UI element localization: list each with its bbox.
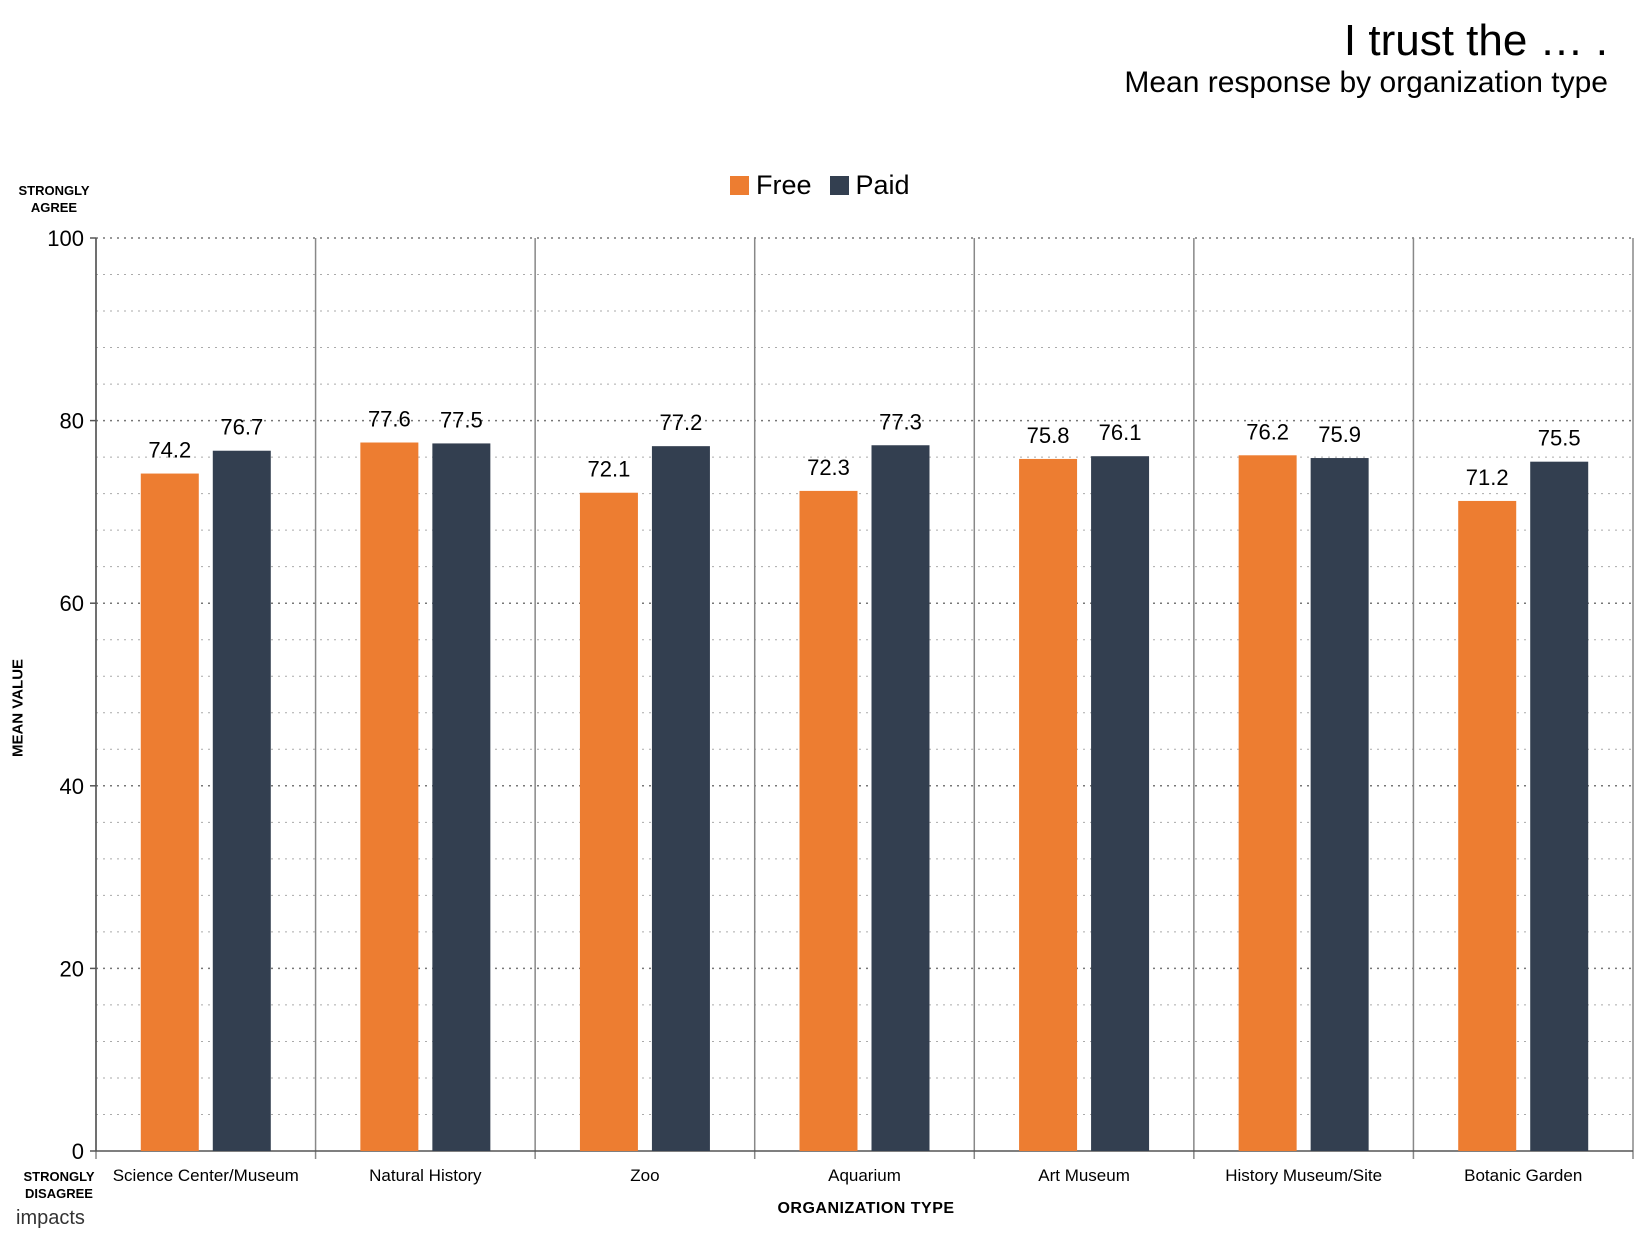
data-label: 71.2 <box>1466 465 1509 490</box>
y-tick-label: 100 <box>47 226 84 251</box>
data-label: 75.8 <box>1027 423 1070 448</box>
x-tick-label: Aquarium <box>828 1166 901 1185</box>
legend-item-free: Free <box>730 170 812 201</box>
y-tick-label: 40 <box>60 774 84 799</box>
y-tick-label: 80 <box>60 409 84 434</box>
x-axis-title: ORGANIZATION TYPE <box>777 1200 955 1217</box>
bar-paid <box>1310 458 1369 1152</box>
data-label: 75.9 <box>1318 422 1361 447</box>
data-label: 76.7 <box>220 415 263 440</box>
legend-label-free: Free <box>756 170 812 200</box>
data-label: 77.6 <box>368 407 411 432</box>
x-tick-label: History Museum/Site <box>1225 1166 1382 1185</box>
data-label: 72.3 <box>807 455 850 480</box>
y-top-anchor-label: STRONGLY AGREE <box>18 183 90 215</box>
bar-free <box>579 492 638 1151</box>
x-tick-label: Natural History <box>369 1166 482 1185</box>
y-tick-label: 0 <box>72 1139 84 1164</box>
x-tick-label: Art Museum <box>1038 1166 1130 1185</box>
data-label: 77.2 <box>660 410 703 435</box>
x-tick-label: Science Center/Museum <box>113 1166 299 1185</box>
bar-free <box>1238 455 1297 1151</box>
y-tick-label: 20 <box>60 956 84 981</box>
chart-title: I trust the … . <box>1343 16 1608 65</box>
bar-paid <box>432 443 491 1151</box>
bar-paid <box>1530 461 1589 1151</box>
legend-item-paid: Paid <box>829 170 910 201</box>
bar-free <box>360 442 419 1152</box>
y-tick-label: 60 <box>60 591 84 616</box>
data-label: 77.3 <box>879 409 922 434</box>
legend-swatch-paid <box>829 176 849 195</box>
bar-free <box>1019 458 1078 1151</box>
x-tick-label: Zoo <box>630 1166 659 1185</box>
legend-label-paid: Paid <box>855 170 910 200</box>
bar-paid <box>212 450 271 1151</box>
bar-free <box>1458 500 1517 1152</box>
data-label: 72.1 <box>588 457 631 482</box>
y-bottom-anchor-label: STRONGLY DISAGREE <box>23 1169 95 1201</box>
data-label: 75.5 <box>1538 426 1581 451</box>
bar-paid <box>1091 456 1150 1151</box>
impacts-logo: impacts <box>16 1207 85 1229</box>
x-tick-label: Botanic Garden <box>1464 1166 1582 1185</box>
data-label: 76.2 <box>1246 419 1289 444</box>
bar-paid <box>651 446 710 1151</box>
legend-swatch-free <box>730 176 749 195</box>
chart-subtitle: Mean response by organization type <box>1124 66 1608 99</box>
bar-free <box>140 473 199 1152</box>
data-label: 76.1 <box>1099 420 1142 445</box>
bar-paid <box>871 445 930 1152</box>
bar-free <box>799 490 858 1151</box>
legend: Free Paid <box>730 170 928 201</box>
data-label: 77.5 <box>440 407 483 432</box>
data-label: 74.2 <box>148 438 191 463</box>
